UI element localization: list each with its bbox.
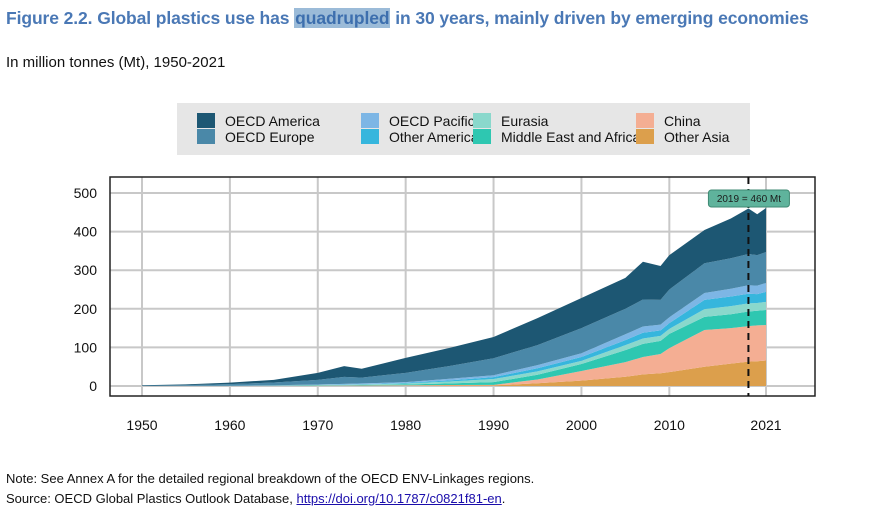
y-tick-label: 400 [74,224,98,240]
source-suffix: . [501,491,506,506]
legend-label: OECD Europe [225,128,315,145]
figure-note: Note: See Annex A for the detailed regio… [6,471,535,486]
area-china [142,325,766,386]
title-highlight-selection[interactable]: quadrupled [294,8,391,28]
x-tick-label: 2021 [750,417,781,433]
legend-item-oecd-europe: OECD Europe [197,128,315,145]
figure-subtitle: In million tonnes (Mt), 1950-2021 [6,54,226,71]
legend-swatch-oecd-europe [197,129,215,144]
source-doi-link[interactable]: https://doi.org/10.1787/c0821f81-en [296,491,502,506]
x-tick-label: 2000 [566,417,597,433]
x-tick-label: 1980 [390,417,421,433]
plot-frame [109,176,816,397]
legend-label: Eurasia [501,112,549,129]
legend-label: OECD America [225,112,320,129]
source-prefix: Source: OECD Global Plastics Outlook Dat… [6,491,297,506]
title-text-prefix: Figure 2.2. Global plastics use has [6,8,295,28]
legend-swatch-china [636,113,654,128]
area-oecd-europe [142,252,766,386]
legend-label: Other America [389,128,479,145]
legend-label: Other Asia [664,128,730,145]
y-tick-label: 500 [74,185,98,201]
x-tick-label: 1950 [126,417,157,433]
area-series [142,208,766,386]
x-tick-label: 1970 [302,417,333,433]
legend-label: China [664,112,701,129]
legend-item-other-asia: Other Asia [636,128,730,145]
x-tick-label: 1990 [478,417,509,433]
annotation-label-box [707,189,790,208]
legend-item-other-america: Other America [361,128,479,145]
chart-legend: OECD America OECD Europe OECD Pacific Other… [177,103,750,155]
area-other-asia [142,360,766,386]
legend-swatch-other-asia [636,129,654,144]
annotation-label: 2019 = 460 Mt [707,189,790,208]
plot-border [109,176,816,397]
legend-swatch-other-america [361,129,379,144]
legend-swatch-middle-east-and-africa [473,129,491,144]
x-tick-label: 1960 [214,417,245,433]
area-middle-east-and-africa [142,309,766,386]
legend-item-china: China [636,112,701,129]
axis-ticks: 0 100 200 300 400 500 1950 1960 1970 1980 1990 2000… [74,185,782,433]
y-tick-label: 300 [74,262,98,278]
legend-item-eurasia: Eurasia [473,112,549,129]
legend-item-middle-east-and-africa: Middle East and Africa [473,128,641,145]
legend-item-oecd-pacific: OECD Pacific [361,112,475,129]
area-other-america [142,291,766,386]
area-oecd-america [142,208,766,386]
y-tick-label: 100 [74,339,98,355]
y-tick-label: 0 [89,378,97,394]
legend-swatch-oecd-america [197,113,215,128]
x-tick-label: 2010 [654,417,685,433]
legend-label: OECD Pacific [389,112,475,129]
title-text-suffix: in 30 years, mainly driven by emerging e… [390,8,809,28]
figure-source: Source: OECD Global Plastics Outlook Dat… [6,491,505,506]
annotation-label-text: 2019 = 460 Mt [717,194,781,205]
figure-title: Figure 2.2. Global plastics use has quad… [6,8,809,29]
area-eurasia [142,301,766,386]
legend-swatch-oecd-pacific [361,113,379,128]
y-tick-label: 200 [74,301,98,317]
legend-label: Middle East and Africa [501,128,641,145]
legend-item-oecd-america: OECD America [197,112,320,129]
legend-swatch-eurasia [473,113,491,128]
annotations: 2019 = 460 Mt [707,177,790,396]
